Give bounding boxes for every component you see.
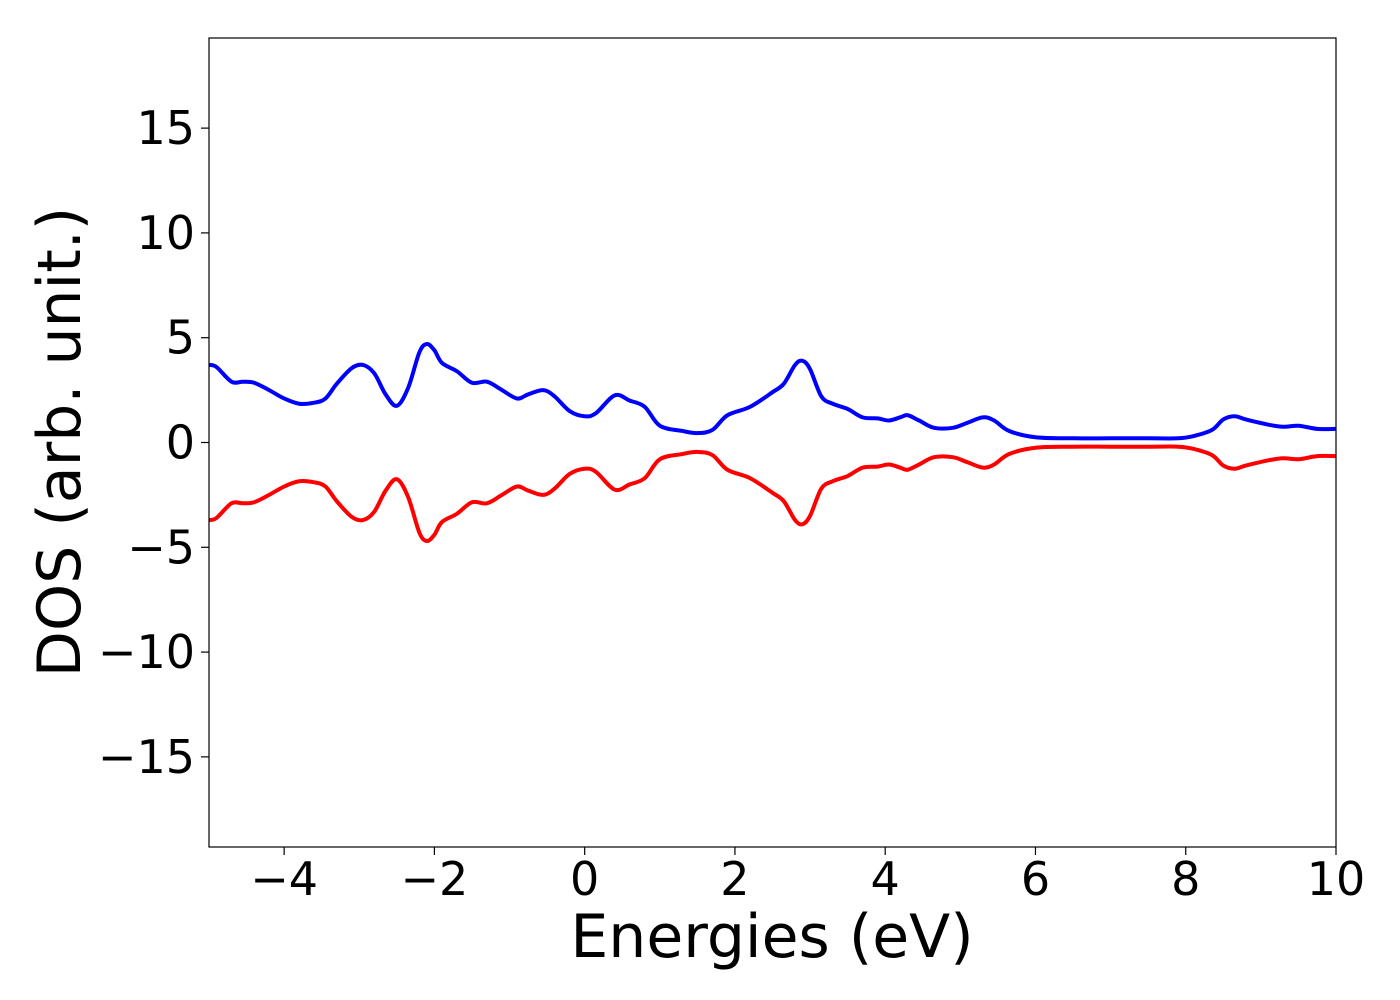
y-tick-label: −10 [98,625,195,679]
plot-frame [208,37,1337,848]
x-tick-label: 8 [1171,852,1200,906]
y-axis-label: DOS (arb. unit.) [25,207,95,677]
x-axis-ticks: −4 −2 0 2 4 6 8 10 [250,847,1365,906]
x-tick-label: 2 [720,852,749,906]
y-axis-ticks: −15 −10 −5 0 5 10 15 [98,101,209,784]
x-tick-label: 6 [1021,852,1050,906]
y-tick-label: 5 [166,311,195,365]
dos-series-line-negative [209,444,1336,544]
y-tick-label: −5 [127,520,195,574]
x-tick-label: −4 [250,852,318,906]
dos-series-line-positive [209,341,1336,441]
y-tick-label: 15 [136,101,195,155]
series-layer [209,341,1336,544]
x-tick-label: 0 [570,852,599,906]
x-tick-label: 4 [871,852,900,906]
y-tick-label: 10 [136,206,195,260]
x-tick-label: 10 [1307,852,1366,906]
x-tick-label: −2 [400,852,468,906]
y-tick-label: 0 [166,416,195,470]
y-tick-label: −15 [98,730,195,784]
x-axis-label: Energies (eV) [570,902,973,972]
